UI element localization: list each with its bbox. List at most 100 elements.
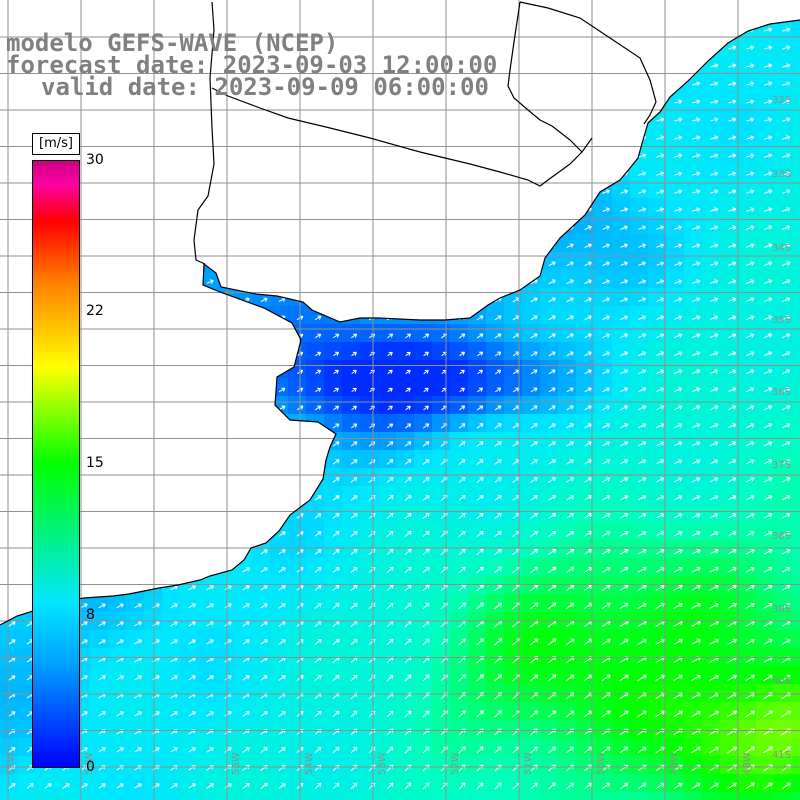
wind-speed-cell bbox=[450, 558, 469, 577]
wind-speed-cell bbox=[576, 270, 595, 289]
wind-speed-cell bbox=[468, 756, 487, 775]
wind-speed-cell bbox=[738, 468, 757, 487]
wind-speed-cell bbox=[288, 720, 307, 739]
wind-speed-cell bbox=[90, 738, 109, 757]
wind-speed-cell bbox=[414, 720, 433, 739]
wind-speed-cell bbox=[486, 702, 505, 721]
wind-speed-cell bbox=[432, 486, 451, 505]
wind-arrow-icon bbox=[764, 99, 773, 104]
lat-label-39s: 39S bbox=[772, 604, 792, 615]
wind-speed-cell bbox=[468, 468, 487, 487]
wind-speed-cell bbox=[198, 666, 217, 685]
wind-speed-cell bbox=[684, 108, 703, 127]
wind-speed-cell bbox=[720, 432, 739, 451]
lat-label-33s: 33S bbox=[772, 169, 792, 180]
wind-speed-cell bbox=[756, 72, 775, 91]
wind-speed-cell bbox=[450, 432, 469, 451]
wind-speed-cell bbox=[450, 756, 469, 775]
wind-speed-cell bbox=[378, 486, 397, 505]
wind-speed-cell bbox=[774, 702, 793, 721]
wind-speed-cell bbox=[558, 342, 577, 361]
wind-speed-cell bbox=[702, 468, 721, 487]
wind-speed-cell bbox=[540, 270, 559, 289]
wind-arrow-icon bbox=[674, 153, 683, 158]
wind-speed-cell bbox=[180, 792, 199, 800]
wind-speed-cell bbox=[648, 216, 667, 235]
wind-speed-cell bbox=[522, 558, 541, 577]
wind-speed-cell bbox=[180, 702, 199, 721]
wind-speed-cell bbox=[792, 198, 800, 217]
wind-speed-cell bbox=[558, 252, 577, 271]
wind-speed-cell bbox=[540, 432, 559, 451]
wind-speed-cell bbox=[774, 234, 793, 253]
wind-arrow-icon bbox=[656, 153, 665, 158]
wind-speed-cell bbox=[504, 720, 523, 739]
wind-speed-cell bbox=[792, 702, 800, 721]
wind-speed-cell bbox=[576, 252, 595, 271]
wind-speed-cell bbox=[504, 432, 523, 451]
wind-speed-cell bbox=[666, 108, 685, 127]
wind-speed-cell bbox=[342, 666, 361, 685]
wind-speed-cell bbox=[504, 774, 523, 793]
wind-speed-cell bbox=[738, 90, 757, 109]
wind-speed-cell bbox=[684, 216, 703, 235]
wind-speed-cell bbox=[54, 792, 73, 800]
wind-speed-cell bbox=[684, 774, 703, 793]
wind-speed-cell bbox=[684, 288, 703, 307]
wind-speed-cell bbox=[684, 162, 703, 181]
wind-speed-cell bbox=[504, 342, 523, 361]
wind-speed-cell bbox=[738, 738, 757, 757]
wind-speed-cell bbox=[792, 324, 800, 343]
wind-speed-cell bbox=[612, 666, 631, 685]
wind-speed-cell bbox=[702, 792, 721, 800]
wind-speed-cell bbox=[648, 234, 667, 253]
lat-label-36s: 36S bbox=[772, 387, 792, 398]
wind-speed-cell bbox=[324, 522, 343, 541]
wind-speed-cell bbox=[558, 306, 577, 325]
wind-speed-cell bbox=[270, 540, 289, 559]
wind-speed-cell bbox=[324, 630, 343, 649]
wind-speed-cell bbox=[90, 630, 109, 649]
wind-speed-cell bbox=[540, 288, 559, 307]
wind-speed-cell bbox=[288, 774, 307, 793]
wind-speed-cell bbox=[630, 396, 649, 415]
wind-speed-cell bbox=[522, 522, 541, 541]
wind-speed-cell bbox=[504, 324, 523, 343]
wind-arrow-icon bbox=[728, 63, 737, 69]
wind-arrow-icon bbox=[674, 99, 683, 104]
wind-speed-cell bbox=[432, 432, 451, 451]
wind-speed-cell bbox=[414, 486, 433, 505]
wind-speed-cell bbox=[774, 540, 793, 559]
wind-speed-cell bbox=[360, 774, 379, 793]
wind-speed-cell bbox=[738, 198, 757, 217]
wind-speed-cell bbox=[522, 486, 541, 505]
wind-speed-cell bbox=[234, 702, 253, 721]
wind-speed-cell bbox=[684, 504, 703, 523]
wind-speed-cell bbox=[774, 306, 793, 325]
wind-speed-cell bbox=[558, 432, 577, 451]
wind-speed-cell bbox=[702, 108, 721, 127]
wind-speed-cell bbox=[792, 486, 800, 505]
wind-speed-cell bbox=[126, 684, 145, 703]
wind-speed-cell bbox=[630, 522, 649, 541]
wind-speed-cell bbox=[558, 522, 577, 541]
wind-speed-cell bbox=[180, 774, 199, 793]
wind-speed-cell bbox=[774, 72, 793, 91]
wind-speed-cell bbox=[756, 270, 775, 289]
wind-speed-cell bbox=[576, 576, 595, 595]
wind-speed-cell bbox=[342, 720, 361, 739]
wind-speed-cell bbox=[0, 630, 19, 649]
wind-speed-cell bbox=[342, 414, 361, 433]
wind-speed-cell bbox=[486, 396, 505, 415]
wind-speed-cell bbox=[792, 738, 800, 757]
wind-speed-cell bbox=[144, 756, 163, 775]
wind-speed-cell bbox=[612, 198, 631, 217]
wind-speed-cell bbox=[90, 792, 109, 800]
wind-speed-cell bbox=[774, 792, 793, 800]
wind-speed-cell bbox=[144, 684, 163, 703]
wind-speed-cell bbox=[720, 180, 739, 199]
wind-speed-cell bbox=[414, 342, 433, 361]
wind-speed-cell bbox=[540, 324, 559, 343]
wind-speed-cell bbox=[774, 684, 793, 703]
wind-speed-cell bbox=[270, 792, 289, 800]
